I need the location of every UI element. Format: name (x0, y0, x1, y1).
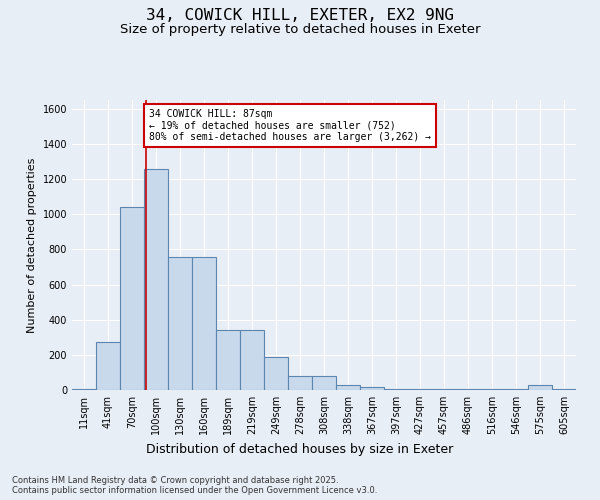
Bar (552, 389, 576, 390)
Text: Contains HM Land Registry data © Crown copyright and database right 2025.
Contai: Contains HM Land Registry data © Crown c… (12, 476, 377, 495)
Bar (264, 358, 288, 390)
Bar (504, 389, 528, 390)
Bar (384, 389, 408, 390)
Bar (312, 376, 336, 390)
Bar (528, 384, 552, 390)
Bar (144, 170, 168, 390)
Bar (192, 258, 216, 390)
Bar (288, 376, 312, 390)
Text: 34, COWICK HILL, EXETER, EX2 9NG: 34, COWICK HILL, EXETER, EX2 9NG (146, 8, 454, 22)
Y-axis label: Number of detached properties: Number of detached properties (27, 158, 37, 332)
Bar (72, 389, 96, 390)
Bar (408, 389, 432, 390)
Bar (456, 389, 480, 390)
Bar (120, 207, 144, 390)
Bar (360, 388, 384, 390)
Bar (168, 258, 192, 390)
Bar (240, 330, 264, 390)
Text: Size of property relative to detached houses in Exeter: Size of property relative to detached ho… (120, 22, 480, 36)
Text: Distribution of detached houses by size in Exeter: Distribution of detached houses by size … (146, 442, 454, 456)
Bar (480, 389, 504, 390)
Bar (336, 384, 360, 390)
Bar (216, 330, 240, 390)
Bar (96, 342, 120, 390)
Text: 34 COWICK HILL: 87sqm
← 19% of detached houses are smaller (752)
80% of semi-det: 34 COWICK HILL: 87sqm ← 19% of detached … (149, 109, 431, 142)
Bar (432, 389, 456, 390)
